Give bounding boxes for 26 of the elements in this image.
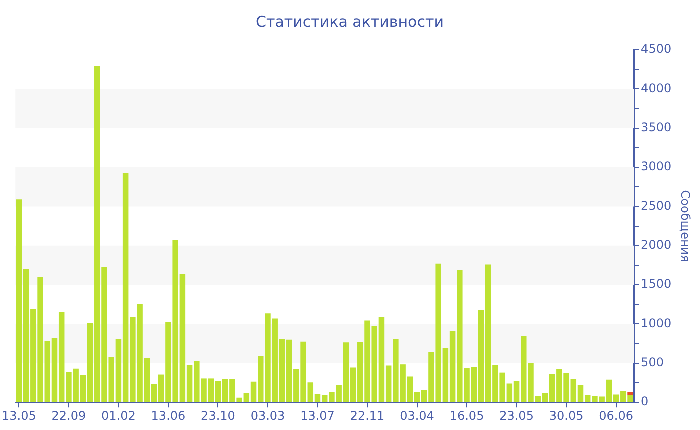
y-tick-label: 4000	[641, 81, 672, 96]
x-tick-label: 03.03	[250, 408, 286, 423]
y-tick-label: 1500	[641, 277, 672, 292]
y-tick-label: 4500	[641, 42, 672, 56]
y-tick-label: 1000	[641, 316, 672, 330]
x-tick-label: 23.05	[500, 408, 534, 423]
y-tick-label: 0	[641, 394, 649, 409]
x-tick-label: 23.10	[201, 408, 236, 423]
y-tick-label: 2500	[641, 198, 672, 213]
x-tick-label: 06.06	[599, 408, 634, 423]
y-tick-label: 3000	[641, 160, 672, 174]
x-tick-label: 16.05	[450, 408, 484, 423]
x-tick-label: 13.07	[300, 408, 335, 423]
x-tick-label: 22.11	[350, 408, 385, 423]
y-tick-label: 2000	[641, 238, 672, 252]
x-tick-label: 22.09	[52, 408, 86, 423]
x-tick-label: 01.02	[102, 408, 136, 423]
bar	[628, 392, 634, 395]
y-tick-label: 500	[641, 356, 664, 370]
y-tick-label: 3500	[641, 120, 672, 134]
x-tick-label: 03.04	[400, 408, 434, 423]
x-tick-label: 13.05	[2, 408, 36, 423]
y-axis-title: Сообщения	[678, 190, 693, 262]
chart-title: Статистика активности	[256, 12, 444, 31]
x-tick-label: 30.05	[549, 408, 584, 423]
x-tick-label: 13.06	[151, 408, 186, 423]
